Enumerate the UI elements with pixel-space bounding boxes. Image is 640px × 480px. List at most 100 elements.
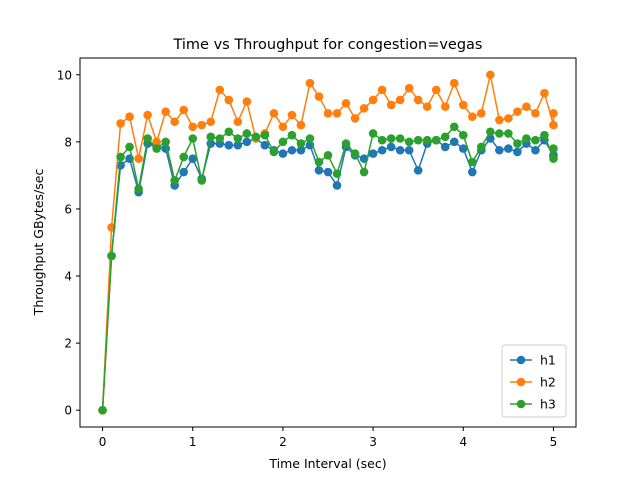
data-point-h1	[531, 145, 540, 155]
data-point-h3	[305, 134, 315, 143]
data-point-h2	[332, 109, 342, 118]
data-point-h3	[359, 167, 369, 177]
data-point-h3	[125, 142, 134, 152]
legend-marker	[516, 399, 526, 409]
y-axis-label: Throughput GBytes/sec	[31, 169, 46, 317]
y-tick-label: 8	[64, 135, 72, 149]
data-point-h3	[549, 154, 558, 163]
x-tick-label: 3	[369, 435, 377, 449]
data-point-h1	[278, 149, 288, 158]
legend-label: h1	[540, 353, 556, 368]
data-point-h1	[242, 137, 252, 147]
series-line-h1	[101, 137, 555, 411]
data-point-h3	[458, 130, 468, 140]
series-h2	[98, 70, 558, 415]
data-point-h2	[224, 95, 234, 105]
data-point-h3	[134, 184, 143, 194]
chart-title: Time vs Throughput for congestion=vegas	[172, 37, 482, 53]
data-point-h3	[233, 134, 243, 143]
plot-frame	[79, 57, 577, 428]
legend-marker	[516, 377, 526, 387]
data-point-h2	[540, 88, 549, 98]
legend-marker	[516, 355, 526, 365]
data-point-h3	[323, 150, 333, 160]
legend-item-h1: h1	[510, 353, 556, 368]
data-point-h1	[332, 181, 342, 190]
data-point-h1	[495, 145, 504, 155]
y-axis: 0 2 4 6 8 10	[57, 68, 80, 418]
data-point-h2	[495, 115, 504, 125]
data-point-h2	[161, 107, 170, 116]
data-point-h3	[341, 139, 351, 148]
data-point-h1	[116, 161, 125, 170]
data-point-h3	[368, 129, 378, 138]
data-point-h2	[314, 92, 324, 101]
data-point-h2	[377, 85, 387, 95]
data-point-h3	[440, 132, 450, 142]
data-point-h2	[531, 109, 540, 118]
x-tick-label: 2	[279, 435, 287, 449]
data-point-h1	[404, 145, 414, 155]
data-point-h2	[305, 78, 315, 88]
data-point-h2	[449, 78, 459, 88]
data-point-h2	[143, 110, 152, 120]
data-point-h2	[269, 109, 279, 118]
data-point-h1	[458, 144, 468, 153]
data-point-h2	[504, 114, 513, 123]
y-tick-label: 4	[64, 270, 72, 284]
data-point-h3	[477, 142, 486, 152]
data-point-h2	[522, 102, 531, 111]
data-point-h3	[242, 129, 252, 138]
data-point-h1	[386, 142, 396, 152]
data-point-h2	[170, 117, 179, 127]
data-point-h2	[477, 109, 486, 118]
data-point-h3	[431, 135, 441, 145]
legend-label: h3	[540, 397, 556, 412]
data-point-h1	[314, 166, 324, 175]
data-point-h2	[368, 95, 378, 105]
data-point-h2	[395, 95, 405, 105]
data-point-h2	[350, 114, 360, 123]
series-h3	[98, 122, 558, 415]
data-point-h2	[549, 120, 558, 130]
data-point-h1	[449, 137, 459, 147]
data-point-h3	[504, 129, 513, 138]
data-point-h3	[377, 135, 387, 145]
series-line-h2	[101, 74, 555, 411]
data-point-h3	[215, 134, 225, 143]
data-point-h3	[422, 135, 432, 145]
data-point-h1	[233, 140, 243, 150]
data-point-h3	[540, 130, 549, 140]
data-point-h1	[440, 142, 450, 152]
data-point-h2	[422, 102, 432, 111]
data-point-h2	[440, 102, 450, 111]
data-point-h2	[215, 85, 225, 95]
data-point-h3	[413, 135, 423, 145]
data-point-h3	[486, 127, 495, 137]
data-point-h3	[467, 157, 477, 167]
data-point-h2	[431, 85, 441, 95]
data-point-h2	[134, 154, 143, 163]
data-point-h2	[125, 112, 134, 121]
x-tick-label: 0	[99, 435, 107, 449]
data-point-h3	[260, 130, 270, 140]
data-point-h3	[404, 137, 414, 147]
series-line-h3	[101, 126, 555, 411]
legend: h1 h2 h3	[501, 344, 567, 418]
data-point-h3	[143, 134, 152, 143]
data-point-h2	[179, 105, 189, 115]
data-point-h2	[152, 137, 161, 147]
data-point-h1	[260, 140, 270, 150]
data-point-h3	[395, 134, 405, 143]
legend-label: h2	[540, 375, 556, 390]
data-point-h3	[188, 134, 198, 143]
legend-item-h2: h2	[510, 375, 556, 390]
data-point-h1	[179, 167, 189, 177]
data-point-h1	[504, 144, 513, 153]
data-point-h3	[287, 130, 297, 140]
data-point-h2	[233, 117, 243, 127]
data-point-h2	[278, 122, 288, 132]
x-tick-label: 1	[189, 435, 197, 449]
data-point-h1	[224, 140, 234, 150]
